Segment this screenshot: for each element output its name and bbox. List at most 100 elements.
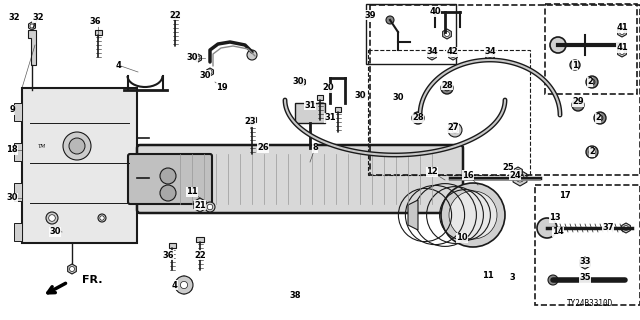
Text: 22: 22 [194,251,206,260]
Text: 2: 2 [587,77,593,86]
Text: 4: 4 [172,281,178,290]
Text: 17: 17 [559,190,571,199]
Bar [14,183,22,201]
Bar [248,117,256,122]
Polygon shape [207,68,214,76]
Text: 20: 20 [322,84,334,92]
Circle shape [537,218,557,238]
Text: 27: 27 [447,124,459,132]
Text: 22: 22 [169,11,181,20]
Polygon shape [408,200,418,230]
Text: 1: 1 [572,60,578,69]
Bar [370,5,640,175]
Circle shape [205,202,215,212]
Bar [168,243,175,248]
Circle shape [620,50,625,54]
Circle shape [360,93,364,97]
Circle shape [300,80,304,84]
Bar [14,223,22,241]
Text: TY24B3310D: TY24B3310D [567,299,613,308]
Text: 2: 2 [595,114,601,123]
Circle shape [180,281,188,289]
Circle shape [208,70,212,74]
Polygon shape [68,264,76,274]
Circle shape [160,185,176,201]
Circle shape [445,31,449,36]
Circle shape [415,115,421,121]
Circle shape [441,82,453,94]
Circle shape [586,146,598,158]
Bar [335,107,341,112]
Circle shape [589,79,595,85]
Bar [368,50,530,175]
Text: 2: 2 [589,148,595,156]
Circle shape [196,202,204,209]
Circle shape [386,16,394,24]
Circle shape [412,112,424,124]
Text: 30: 30 [6,194,18,203]
Polygon shape [621,223,630,233]
Circle shape [160,168,176,184]
Circle shape [207,204,212,210]
Circle shape [444,85,450,91]
Text: 29: 29 [572,98,584,107]
FancyBboxPatch shape [128,154,212,204]
Text: 37: 37 [602,223,614,233]
Circle shape [70,267,74,271]
FancyBboxPatch shape [137,145,463,213]
Text: 30: 30 [355,91,365,100]
Bar [196,237,204,242]
Circle shape [30,24,34,28]
Text: 32: 32 [32,13,44,22]
Text: 26: 26 [257,143,269,153]
Bar [22,88,137,243]
Text: 9: 9 [9,106,15,115]
Bar [535,185,640,305]
Circle shape [488,52,493,58]
Text: 11: 11 [186,188,198,196]
Text: 23: 23 [244,117,256,126]
Polygon shape [428,50,436,60]
Circle shape [63,132,91,160]
Text: 21: 21 [194,201,206,210]
Text: 33: 33 [579,258,591,267]
Circle shape [72,140,83,152]
Text: 39: 39 [364,11,376,20]
Circle shape [582,260,588,266]
Circle shape [516,174,524,182]
Polygon shape [358,91,365,99]
Circle shape [429,52,435,58]
Text: 28: 28 [441,81,453,90]
Circle shape [46,212,58,224]
Text: 4: 4 [115,60,121,69]
Text: 30: 30 [392,93,404,102]
Circle shape [448,123,462,137]
Polygon shape [449,50,458,60]
Text: 40: 40 [429,7,441,17]
Text: 16: 16 [462,171,474,180]
Circle shape [100,216,104,220]
Text: 32: 32 [8,13,20,22]
Polygon shape [618,27,627,37]
Circle shape [179,281,189,290]
Text: 19: 19 [216,84,228,92]
Polygon shape [443,29,451,39]
Circle shape [572,99,584,111]
Polygon shape [195,54,202,62]
Text: TM: TM [38,144,46,149]
Text: 8: 8 [312,143,318,153]
Polygon shape [28,30,36,65]
Text: 38: 38 [289,291,301,300]
Text: 30: 30 [292,77,304,86]
Polygon shape [618,47,627,57]
Text: 12: 12 [426,167,438,177]
Polygon shape [176,276,192,294]
Text: 34: 34 [426,47,438,57]
Polygon shape [514,167,522,177]
Bar [14,143,22,161]
Text: 25: 25 [502,164,514,172]
Text: 31: 31 [324,114,336,123]
Polygon shape [298,78,305,86]
Text: 24: 24 [509,171,521,180]
Circle shape [620,29,625,35]
